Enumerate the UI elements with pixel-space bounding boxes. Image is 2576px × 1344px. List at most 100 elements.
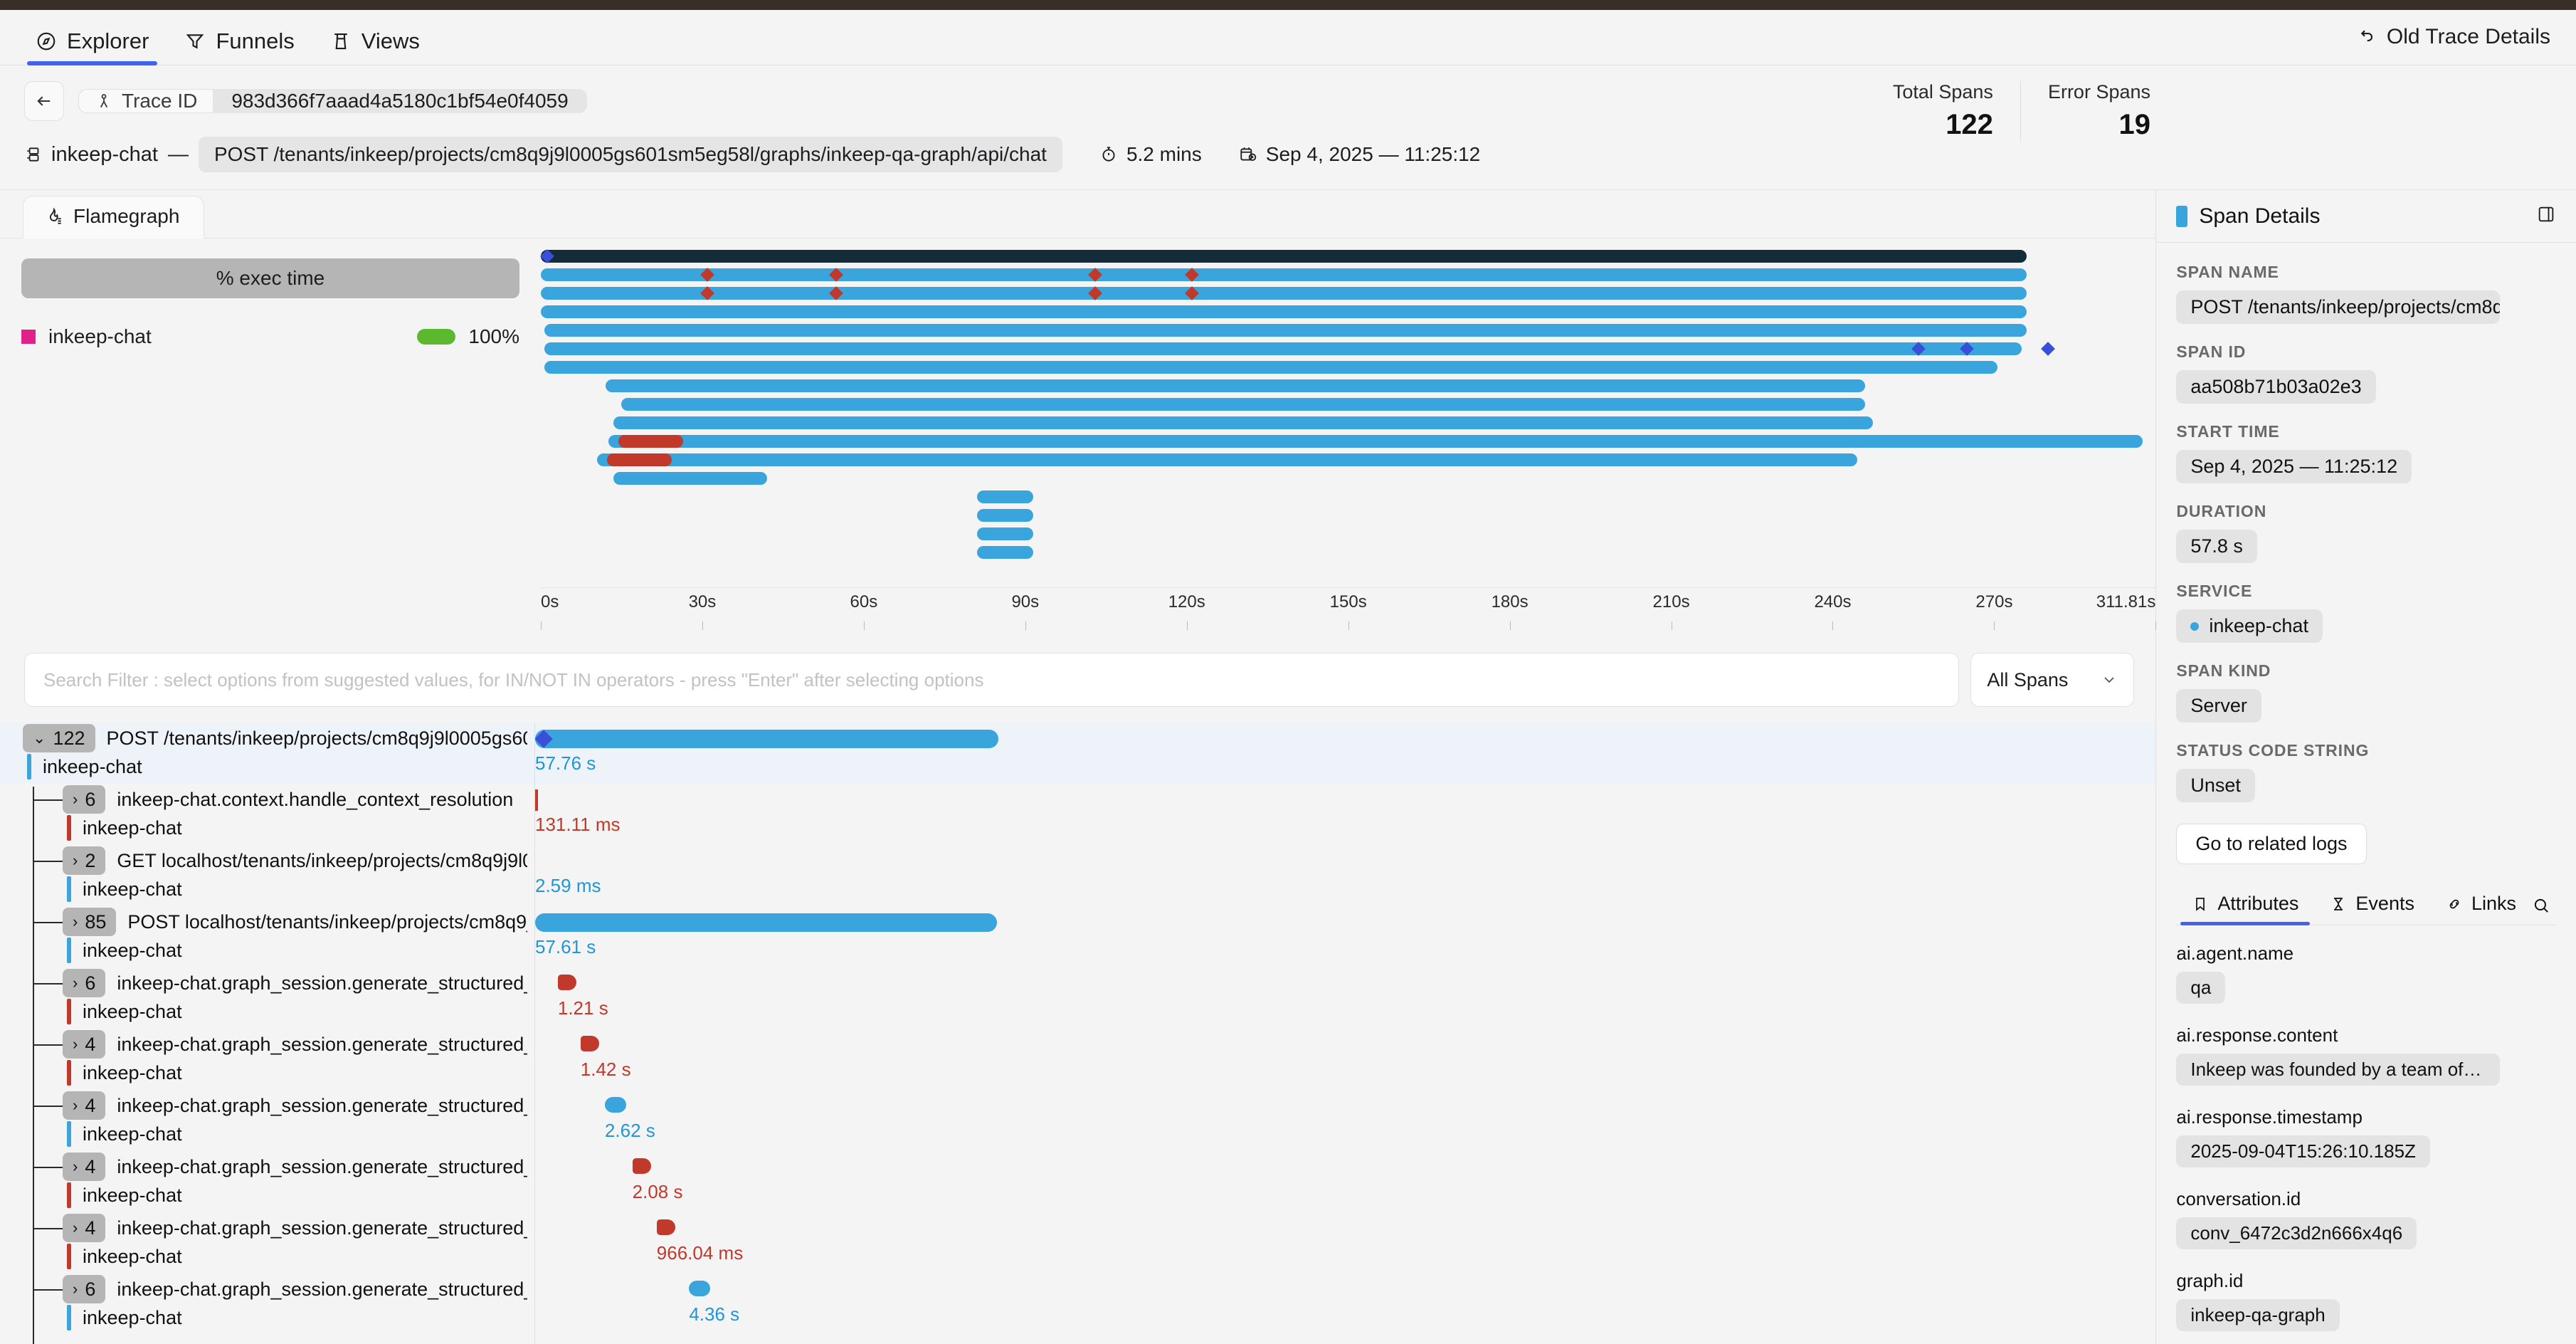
tab-flamegraph[interactable]: Flamegraph xyxy=(23,196,205,238)
span-error-marker[interactable] xyxy=(656,1219,675,1235)
expand-children-button[interactable]: › 4 xyxy=(63,1091,106,1120)
flamegraph-bar[interactable] xyxy=(621,398,1865,411)
waterfall-bar-row[interactable] xyxy=(535,784,2155,845)
nav-tab-funnels[interactable]: Funnels xyxy=(170,10,308,65)
flamegraph-bar[interactable] xyxy=(605,379,1865,392)
trace-operation-chip[interactable]: POST /tenants/inkeep/projects/cm8q9j9l00… xyxy=(198,137,1062,172)
calendar-clock-icon xyxy=(1239,145,1257,164)
span-attribute: ai.response.timestamp 2025-09-04T15:26:10… xyxy=(2176,1106,2556,1171)
old-trace-details-button[interactable]: Old Trace Details xyxy=(2354,25,2576,65)
panel-collapse-icon[interactable] xyxy=(2536,204,2556,228)
flamegraph-bar[interactable] xyxy=(608,435,2143,448)
flamegraph-bar[interactable] xyxy=(541,268,2027,281)
flame-icon xyxy=(45,207,63,226)
span-duration-dot[interactable] xyxy=(604,1097,626,1113)
exec-time-toggle[interactable]: % exec time xyxy=(21,258,519,298)
waterfall-bars[interactable]: 57.76 s 131.11 ms 2.59 ms 57.61 s 1.21 s 1.42… xyxy=(535,723,2156,1344)
funnel-icon xyxy=(184,31,206,52)
flamegraph-error-segment[interactable] xyxy=(607,453,672,466)
span-field-value[interactable]: Unset xyxy=(2176,769,2255,802)
waterfall-bar-row[interactable] xyxy=(535,967,2155,1029)
tab-attributes[interactable]: Attributes xyxy=(2176,886,2314,925)
span-field-value[interactable]: aa508b71b03a02e3 xyxy=(2176,370,2376,404)
flamegraph-bar[interactable] xyxy=(541,287,2027,300)
span-field-label: SPAN NAME xyxy=(2176,263,2279,281)
span-scope-select[interactable]: All Spans xyxy=(1970,653,2135,707)
flamegraph-bar[interactable] xyxy=(976,509,1034,522)
span-error-marker[interactable] xyxy=(632,1158,651,1174)
expand-children-button[interactable]: › 6 xyxy=(63,969,106,997)
span-duration-tick[interactable] xyxy=(535,789,538,811)
span-field-value[interactable]: inkeep-chat xyxy=(2176,609,2323,643)
span-field-value[interactable]: POST /tenants/inkeep/projects/cm8q9j... xyxy=(2176,290,2501,324)
flamegraph-bar[interactable] xyxy=(544,342,2022,355)
span-details-title: Span Details xyxy=(2199,204,2321,228)
span-duration-bar[interactable] xyxy=(535,730,999,748)
span-error-marker[interactable] xyxy=(557,975,576,990)
tab-events[interactable]: Events xyxy=(2314,886,2430,925)
flamegraph-bar[interactable] xyxy=(613,472,767,485)
collapse-children-button[interactable]: ⌄ 122 xyxy=(23,724,95,752)
tab-links[interactable]: Links xyxy=(2430,886,2532,925)
nav-tab-views[interactable]: Views xyxy=(316,10,434,65)
flamegraph-bar[interactable] xyxy=(541,305,2027,318)
go-to-related-logs-button[interactable]: Go to related logs xyxy=(2176,824,2367,864)
flamegraph-bar[interactable] xyxy=(544,324,2027,337)
flamegraph-bar[interactable] xyxy=(976,546,1034,559)
axis-tick-label: 270s xyxy=(1975,592,2013,611)
axis-tick-label: 180s xyxy=(1491,592,1529,611)
span-details-body: SPAN NAME POST /tenants/inkeep/projects/c… xyxy=(2156,243,2576,1344)
waterfall-bar-row[interactable] xyxy=(535,1090,2155,1151)
search-input[interactable] xyxy=(24,653,1960,707)
span-service-row: inkeep-chat xyxy=(67,1121,182,1147)
waterfall-bar-row[interactable] xyxy=(535,1274,2155,1335)
waterfall-bar-row[interactable] xyxy=(535,845,2155,906)
span-field-value[interactable]: 57.8 s xyxy=(2176,530,2257,563)
waterfall-bar-row[interactable] xyxy=(535,1029,2155,1090)
waterfall-bar-row[interactable] xyxy=(535,1151,2155,1212)
back-button[interactable] xyxy=(24,81,64,121)
chevron-right-icon: › xyxy=(73,974,78,992)
legend-percent: 100% xyxy=(468,325,519,347)
flamegraph-bar[interactable] xyxy=(597,453,1857,466)
trace-id-value[interactable]: 983d366f7aaad4a5180c1bf54e0f4059 xyxy=(213,89,587,113)
search-icon[interactable] xyxy=(2532,896,2556,915)
attribute-value[interactable]: inkeep-qa-graph xyxy=(2176,1299,2340,1331)
expand-children-button[interactable]: › 6 xyxy=(63,785,106,814)
expand-children-button[interactable]: › 2 xyxy=(63,846,106,875)
flamegraph-link-diamond[interactable] xyxy=(2040,342,2055,356)
span-error-marker[interactable] xyxy=(580,1036,599,1051)
service-dot-icon xyxy=(2190,621,2200,631)
legend-item-inkeep-chat[interactable]: inkeep-chat 100% xyxy=(21,325,519,348)
waterfall-bar-row[interactable] xyxy=(535,1212,2155,1274)
span-name-label: inkeep-chat.graph_session.generate_struc… xyxy=(117,1217,527,1239)
span-field-value[interactable]: Sep 4, 2025 — 11:25:12 xyxy=(2176,450,2412,483)
span-duration-dot[interactable] xyxy=(689,1281,711,1296)
flamegraph-bar[interactable] xyxy=(613,416,1874,429)
expand-children-button[interactable]: › 85 xyxy=(63,908,117,936)
flamegraph-bar[interactable] xyxy=(541,250,2027,263)
expand-children-button[interactable]: › 4 xyxy=(63,1214,106,1242)
span-duration-bar[interactable] xyxy=(535,913,998,932)
span-field-value[interactable]: Server xyxy=(2176,689,2261,723)
nav-tab-explorer[interactable]: Explorer xyxy=(21,10,163,65)
attribute-key: ai.agent.name xyxy=(2176,943,2294,964)
flamegraph-bar[interactable] xyxy=(976,527,1034,540)
span-field: SPAN ID aa508b71b03a02e3 xyxy=(2176,342,2556,404)
child-span-count: 85 xyxy=(85,910,107,933)
flamegraph-bars[interactable] xyxy=(540,249,2155,584)
flamegraph-bar[interactable] xyxy=(544,361,1997,374)
attribute-value[interactable]: 2025-09-04T15:26:10.185Z xyxy=(2176,1135,2430,1167)
attribute-value[interactable]: qa xyxy=(2176,972,2226,1004)
child-span-count: 4 xyxy=(85,1155,96,1177)
attribute-value[interactable]: Inkeep was founded by a team of eigh... xyxy=(2176,1054,2501,1086)
tree-branch-line xyxy=(33,1044,63,1046)
expand-children-button[interactable]: › 4 xyxy=(63,1153,106,1181)
flamegraph-error-segment[interactable] xyxy=(618,435,683,448)
expand-children-button[interactable]: › 4 xyxy=(63,1030,106,1059)
flamegraph-bar[interactable] xyxy=(976,490,1034,503)
attribute-value[interactable]: conv_6472c3d2n666x4q6 xyxy=(2176,1217,2417,1249)
expand-children-button[interactable]: › 6 xyxy=(63,1275,106,1303)
chevron-right-icon: › xyxy=(73,1157,78,1175)
waterfall-tree[interactable]: ⌄ 122 POST /tenants/inkeep/projects/cm8q9j… xyxy=(0,723,535,1344)
